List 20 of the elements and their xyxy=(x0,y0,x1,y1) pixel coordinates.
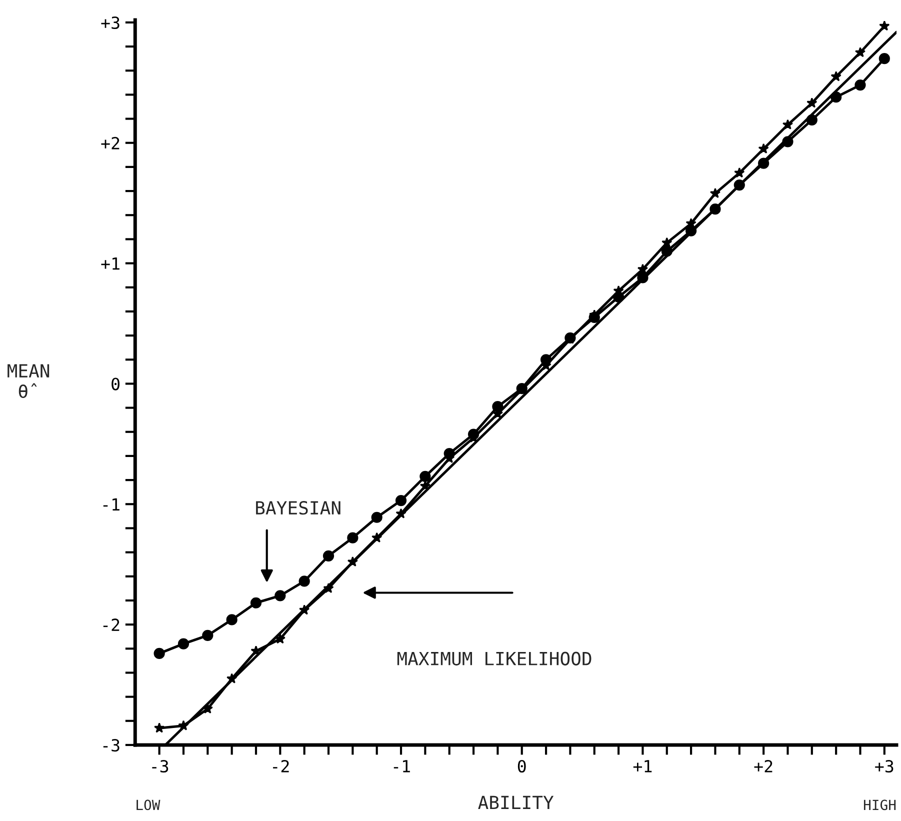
y-tick-label: -2 xyxy=(103,618,120,631)
x-tick-label: +2 xyxy=(754,760,772,772)
y-axis-title: MEAN θ̂ xyxy=(8,364,50,398)
y-tick-label: -3 xyxy=(103,738,120,752)
x-axis-title: ABILITY xyxy=(478,796,554,810)
x-tick-label: -2 xyxy=(273,760,289,772)
annotation: BAYESIAN xyxy=(256,501,340,515)
y-tick-label: +2 xyxy=(101,136,120,150)
x-tick-label: +3 xyxy=(875,760,894,773)
x-tick-label: -1 xyxy=(394,760,410,772)
y-tick-label: +3 xyxy=(101,16,120,30)
text: HIGH xyxy=(864,800,896,810)
text: LOW xyxy=(136,800,160,810)
y-tick-label: 0 xyxy=(112,378,120,390)
x-tick-label: 0 xyxy=(518,760,526,773)
x-tick-label: +1 xyxy=(633,760,652,772)
y-tick-label: +1 xyxy=(101,258,120,270)
x-tick-label: -3 xyxy=(152,760,168,773)
y-tick-label: -1 xyxy=(103,498,120,511)
annotation: MAXIMUM LIKELIHOOD xyxy=(397,652,592,666)
